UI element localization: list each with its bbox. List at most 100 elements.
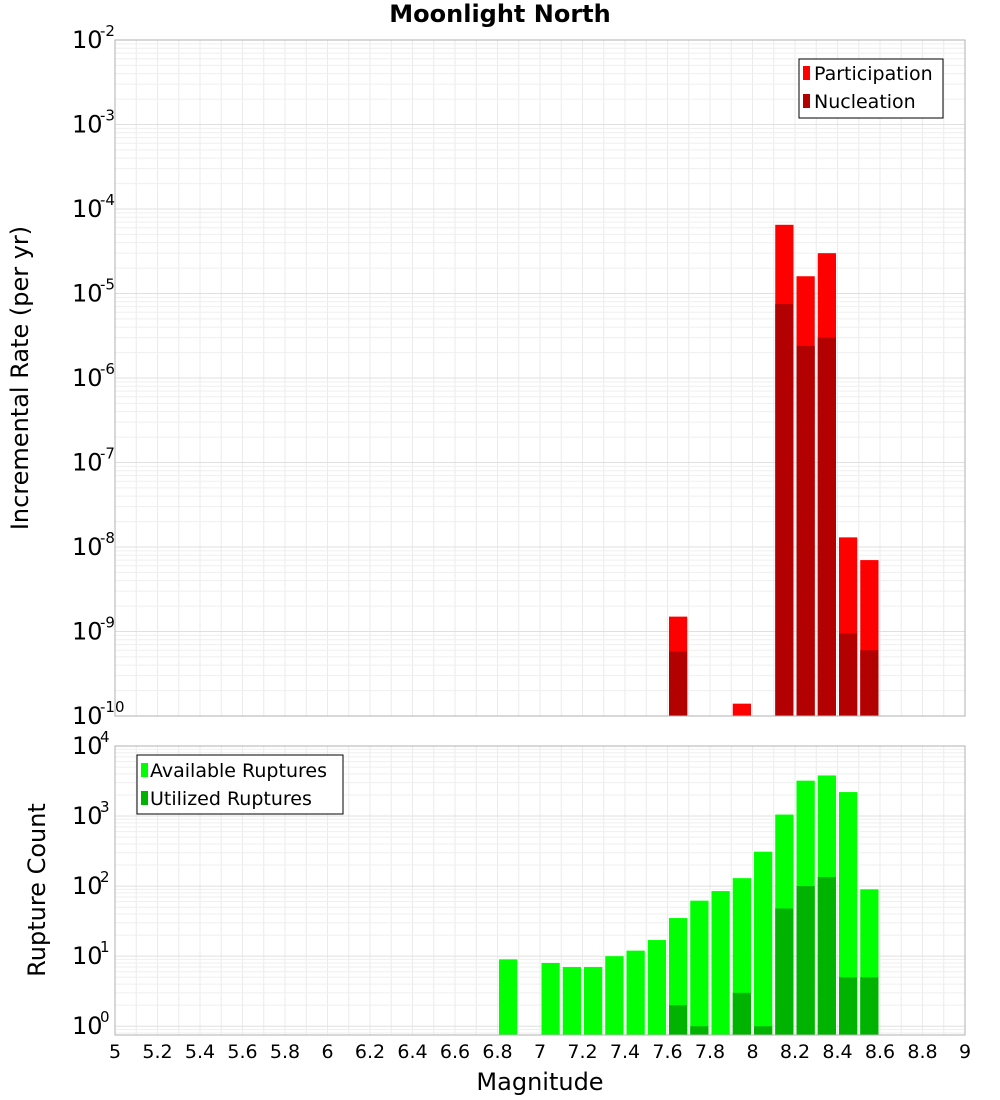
x-ticks: 5 5.2 5.4 5.6 5.8 6 6.2 6.4 6.6 6.8 7 7.2 7.4 7.6 7.8 8… xyxy=(109,1041,971,1063)
count-bar-series1 xyxy=(626,950,645,1035)
count-bars xyxy=(499,775,879,1035)
count-y-tick-exponent: 4 xyxy=(100,728,110,746)
count-y-tick-exponent: 1 xyxy=(100,938,110,956)
nucleation-legend-label: Nucleation xyxy=(814,91,916,113)
count-bar-series1 xyxy=(690,900,709,1035)
count-y-tick-label: 10 xyxy=(72,942,103,970)
rate-y-tick-label: 10 xyxy=(72,26,103,54)
x-tick-label: 5.6 xyxy=(227,1041,257,1063)
rate-y-tick-exponent: -10 xyxy=(100,698,125,716)
rate-y-tick-label: 10 xyxy=(72,618,103,646)
rate-y-tick-exponent: -5 xyxy=(100,276,115,294)
rate-y-tick-label: 10 xyxy=(72,111,103,139)
rate-y-tick-exponent: -9 xyxy=(100,614,115,632)
utilized-legend-label: Utilized Ruptures xyxy=(150,788,312,810)
count-bar-series1 xyxy=(584,967,603,1035)
count-y-axis-label: Rupture Count xyxy=(23,803,51,977)
rate-legend-box xyxy=(798,58,944,119)
count-bar-series2 xyxy=(732,992,751,1035)
x-tick-label: 7.4 xyxy=(610,1041,640,1063)
count-y-tick-exponent: 3 xyxy=(100,798,110,816)
rate-y-tick-exponent: -3 xyxy=(100,107,115,125)
count-bar-series1 xyxy=(499,959,518,1035)
x-tick-label: 5.4 xyxy=(185,1041,215,1063)
count-y-tick-label: 10 xyxy=(72,732,103,760)
x-tick-label: 7.8 xyxy=(695,1041,725,1063)
count-y-tick-exponent: 2 xyxy=(100,868,110,886)
participation-legend-label: Participation xyxy=(814,63,933,85)
x-tick-label: 7.6 xyxy=(652,1041,682,1063)
count-bar-series1 xyxy=(839,792,858,1035)
rate-y-tick-label: 10 xyxy=(72,533,103,561)
rate-y-tick-label: 10 xyxy=(72,449,103,477)
rate-grid xyxy=(115,40,965,716)
count-bar-series1 xyxy=(562,967,581,1035)
count-y-tick-label: 10 xyxy=(72,872,103,900)
rate-y-axis-label: Incremental Rate (per yr) xyxy=(6,226,34,530)
x-tick-label: 5.2 xyxy=(142,1041,172,1063)
x-axis-label: Magnitude xyxy=(476,1068,603,1096)
rate-bar-series2 xyxy=(860,650,879,716)
utilized-legend-swatch xyxy=(141,791,148,805)
rate-y-tick-exponent: -8 xyxy=(100,529,115,547)
count-bar-series2 xyxy=(817,876,836,1035)
participation-legend-swatch xyxy=(803,66,810,80)
x-tick-label: 6.8 xyxy=(482,1041,512,1063)
rate-plot-border xyxy=(114,39,966,717)
rate-bar-series2 xyxy=(669,651,688,716)
rate-y-tick-exponent: -4 xyxy=(100,191,115,209)
rate-bar-series2 xyxy=(775,304,794,716)
x-tick-label: 8.8 xyxy=(907,1041,937,1063)
count-bar-series2 xyxy=(775,908,794,1035)
count-y-tick-exponent: 0 xyxy=(100,1008,110,1026)
x-tick-label: 8.2 xyxy=(780,1041,810,1063)
available-legend-swatch xyxy=(141,763,148,777)
rate-bar-series2 xyxy=(796,345,815,716)
nucleation-legend-swatch xyxy=(803,94,810,108)
available-legend-label: Available Ruptures xyxy=(150,760,327,782)
count-legend: Available Ruptures Utilized Ruptures xyxy=(136,754,344,815)
rate-bar-series2 xyxy=(839,633,858,716)
rate-bar-series1 xyxy=(732,703,751,716)
count-bar-series2 xyxy=(796,886,815,1035)
count-plot-border xyxy=(114,745,966,1036)
x-tick-label: 8.6 xyxy=(865,1041,895,1063)
rate-bar-series2 xyxy=(817,337,836,716)
x-tick-label: 6.6 xyxy=(440,1041,470,1063)
count-bar-series1 xyxy=(605,956,624,1035)
rate-y-tick-label: 10 xyxy=(72,280,103,308)
rate-y-tick-label: 10 xyxy=(72,195,103,223)
count-bar-series1 xyxy=(711,891,730,1035)
chart-title: Moonlight North xyxy=(389,0,610,28)
x-tick-label: 7.2 xyxy=(567,1041,597,1063)
x-tick-label: 8.4 xyxy=(822,1041,852,1063)
count-bar-series2 xyxy=(754,1026,773,1035)
rate-y-tick-label: 10 xyxy=(72,702,103,730)
x-tick-label: 5.8 xyxy=(270,1041,300,1063)
count-bar-series1 xyxy=(541,962,560,1035)
rate-y-tick-exponent: -2 xyxy=(100,22,115,40)
x-tick-label: 5 xyxy=(109,1041,121,1063)
rate-y-tick-label: 10 xyxy=(72,364,103,392)
x-tick-label: 6.4 xyxy=(397,1041,427,1063)
rate-y-tick-exponent: -7 xyxy=(100,445,115,463)
count-bar-series2 xyxy=(839,977,858,1035)
x-tick-label: 6 xyxy=(321,1041,333,1063)
x-tick-label: 6.2 xyxy=(355,1041,385,1063)
count-y-tick-label: 10 xyxy=(72,1012,103,1040)
rate-y-tick-exponent: -6 xyxy=(100,360,115,378)
count-bar-series1 xyxy=(754,851,773,1035)
count-legend-box xyxy=(136,754,344,815)
count-bar-series2 xyxy=(669,1005,688,1035)
x-tick-label: 9 xyxy=(959,1041,971,1063)
x-tick-label: 8 xyxy=(746,1041,758,1063)
count-bar-series2 xyxy=(860,977,879,1035)
count-bar-series1 xyxy=(647,940,666,1035)
count-bar-series2 xyxy=(690,1026,709,1035)
rate-legend: Participation Nucleation xyxy=(798,58,944,119)
